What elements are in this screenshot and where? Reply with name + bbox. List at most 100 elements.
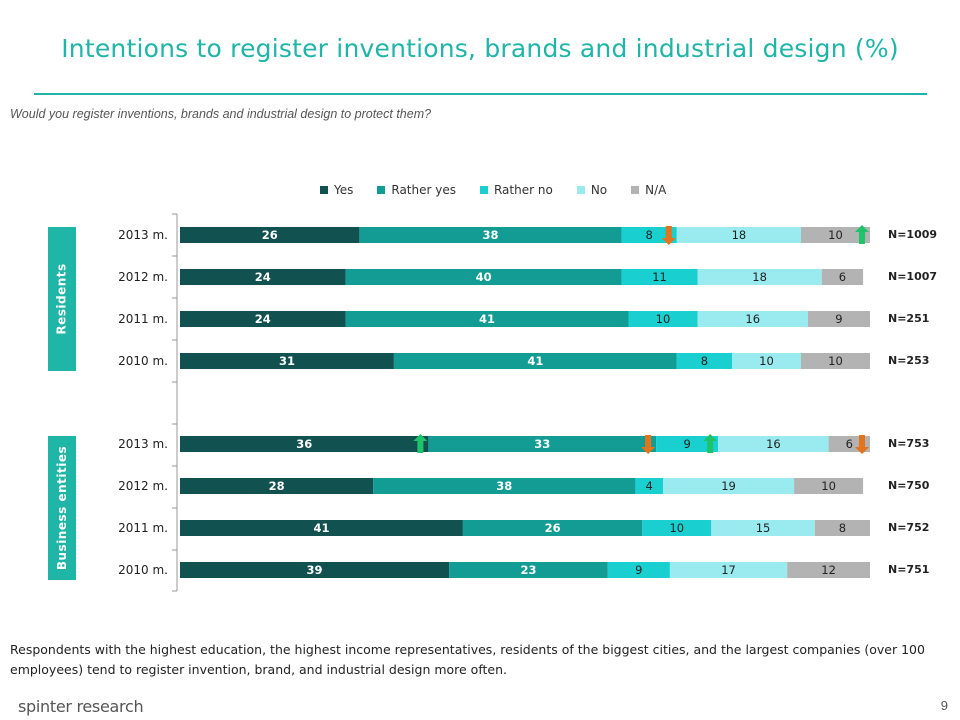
bar-segment	[462, 520, 643, 536]
data-label: 16	[745, 312, 760, 326]
arrow-up-icon	[413, 434, 428, 453]
data-label: 8	[646, 228, 653, 242]
data-label: 11	[652, 270, 667, 284]
arrow-up-icon	[855, 225, 869, 244]
data-label: 18	[752, 270, 767, 284]
bar-segment	[621, 269, 698, 285]
y-tick-label: 2011 m.	[118, 521, 168, 535]
y-tick-label: 2013 m.	[118, 437, 168, 451]
data-label: 8	[839, 521, 846, 535]
data-label: 26	[262, 228, 278, 242]
data-label: 6	[846, 437, 853, 451]
brand-logo: spinter research	[18, 697, 144, 716]
legend-label: Yes	[334, 183, 354, 197]
data-label: 16	[766, 437, 781, 451]
page-number: 9	[940, 698, 948, 713]
sample-size-label: N=251	[888, 312, 930, 325]
legend-swatch	[479, 186, 488, 194]
data-label: 26	[545, 521, 561, 535]
bar-segment	[697, 311, 808, 327]
y-tick-label: 2010 m.	[118, 354, 168, 368]
bar-segment	[180, 478, 374, 494]
bar-segment	[428, 436, 657, 452]
bar-segment	[449, 562, 608, 578]
data-label: 18	[732, 228, 747, 242]
data-label: 17	[721, 563, 736, 577]
sample-size-label: N=751	[888, 563, 930, 576]
bar-segment	[180, 353, 394, 369]
bar-segment	[359, 227, 622, 243]
group-tab-residents: Residents	[48, 227, 76, 371]
data-label: 19	[721, 479, 736, 493]
bar-segment	[801, 353, 870, 369]
data-label: 41	[313, 521, 329, 535]
data-label: 9	[635, 563, 642, 577]
legend-swatch	[631, 186, 640, 194]
legend-label: Rather yes	[391, 183, 456, 197]
legend-label: Rather no	[493, 183, 553, 197]
bar-segment	[628, 311, 698, 327]
y-tick-label: 2012 m.	[118, 270, 168, 284]
sample-size-label: N=1007	[888, 270, 938, 283]
bar-segment	[807, 311, 870, 327]
data-label: 41	[479, 312, 495, 326]
y-tick-label: 2010 m.	[118, 563, 168, 577]
data-label: 24	[255, 270, 271, 284]
bar-segment	[676, 353, 732, 369]
bar-segment	[642, 520, 712, 536]
bar-segment	[180, 436, 429, 452]
data-label: 38	[496, 479, 512, 493]
data-label: 33	[534, 437, 550, 451]
data-label: 8	[701, 354, 708, 368]
legend-item-no: No	[576, 183, 608, 197]
data-label: 10	[656, 312, 671, 326]
data-label: 4	[646, 479, 653, 493]
data-label: 41	[527, 354, 543, 368]
bar-segment	[787, 562, 870, 578]
bar-segment	[663, 478, 795, 494]
arrow-down-icon	[641, 435, 656, 454]
data-label: 24	[255, 312, 271, 326]
bar-segment	[180, 520, 463, 536]
bar-segment	[656, 436, 719, 452]
bar-segment	[180, 227, 360, 243]
bar-segment	[345, 311, 629, 327]
legend-label: No	[590, 183, 608, 197]
legend-label: N/A	[645, 183, 667, 197]
data-label: 12	[821, 563, 836, 577]
data-label: 40	[476, 270, 492, 284]
legend-item-rather-no: Rather no	[479, 183, 553, 197]
sample-size-label: N=253	[888, 354, 930, 367]
page-title: Intentions to register inventions, brand…	[61, 34, 899, 63]
data-label: 15	[756, 521, 771, 535]
group-tab-business: Business entities	[48, 436, 76, 580]
bar-segment	[607, 562, 670, 578]
legend-swatch	[377, 186, 386, 194]
legend-item-yes: Yes	[320, 183, 353, 197]
bar-segment	[718, 436, 829, 452]
title-divider	[34, 93, 927, 95]
bar-segment	[732, 353, 801, 369]
survey-question: Would you register inventions, brands an…	[10, 107, 432, 121]
bar-segment	[814, 520, 870, 536]
sample-size-label: N=753	[888, 437, 930, 450]
bar-segment	[801, 227, 870, 243]
sample-size-label: N=1009	[888, 228, 938, 241]
data-label: 10	[669, 521, 684, 535]
bar-segment	[393, 353, 677, 369]
y-tick-label: 2013 m.	[118, 228, 168, 242]
y-tick-label: 2012 m.	[118, 479, 168, 493]
data-label: 9	[683, 437, 690, 451]
bar-segment	[345, 269, 622, 285]
footnote: Respondents with the highest education, …	[10, 642, 925, 677]
data-label: 38	[482, 228, 498, 242]
data-label: 9	[835, 312, 842, 326]
bar-segment	[794, 478, 864, 494]
arrow-down-icon	[661, 226, 676, 245]
bar-segment	[373, 478, 636, 494]
bar-segment	[180, 311, 346, 327]
bar-segment	[711, 520, 815, 536]
bar-segment	[635, 478, 663, 494]
legend-item-na: N/A	[631, 183, 666, 197]
sample-size-label: N=752	[888, 521, 930, 534]
